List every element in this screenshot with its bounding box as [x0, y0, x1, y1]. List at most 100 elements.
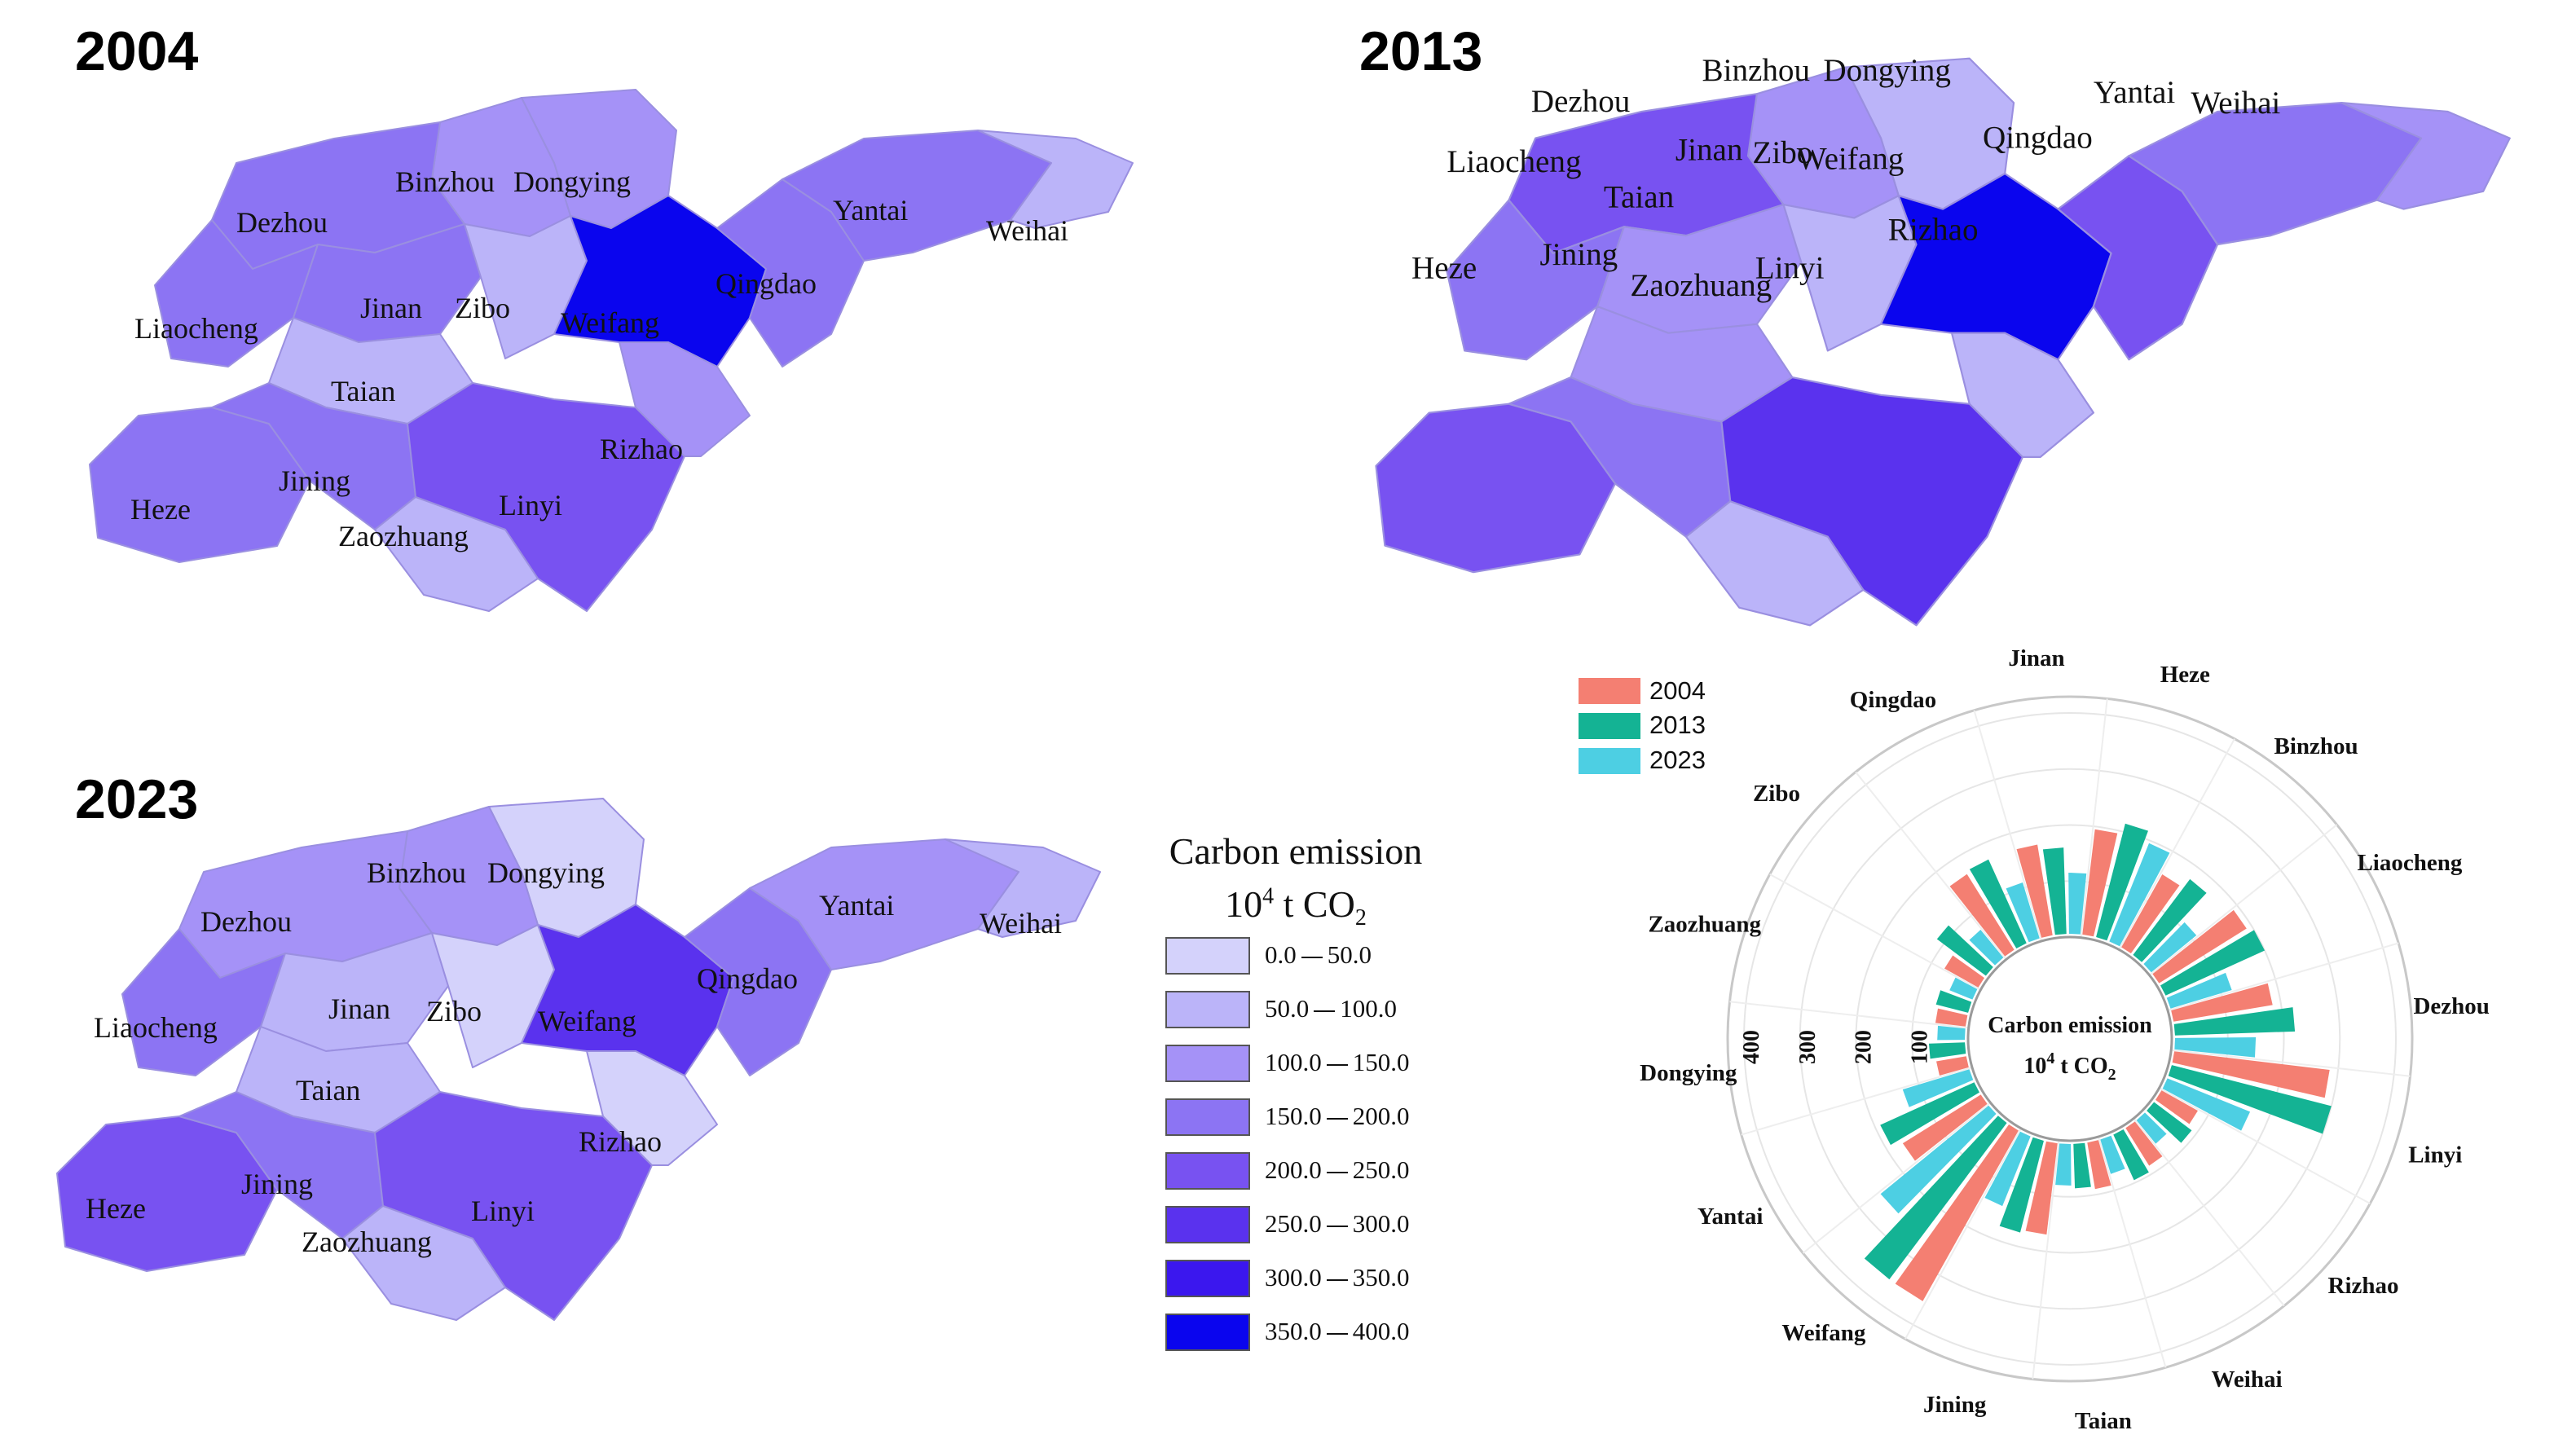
map-label-binzhou: Binzhou [1702, 53, 1810, 88]
radial-bar-weifang-2013 [1864, 1116, 2007, 1280]
radial-category-label: Dongying [1640, 1060, 1737, 1086]
radial-bar-qingdao-2004 [1949, 874, 2015, 957]
radial-bar-weihai-2004 [2125, 1121, 2163, 1166]
radial-bar-zibo-2013 [1936, 925, 1993, 976]
radial-spoke-7 [2167, 942, 2399, 1011]
radial-bar-taian-2023 [2055, 1143, 2072, 1186]
legend-range-5: 250.0 300.0 [1265, 1209, 1410, 1238]
radial-category-label: Yantai [1698, 1204, 1764, 1230]
radial-bar-binzhou-2004 [2121, 874, 2180, 953]
radial-spoke-5 [2118, 738, 2235, 950]
radial-category-label: Weihai [2212, 1366, 2283, 1393]
radial-bar-dezhou-2004 [2171, 983, 2273, 1022]
radial-spoke-2 [1855, 771, 2007, 961]
radial-bar-jinan-2004 [2016, 844, 2053, 938]
legend-range-4: 200.0 250.0 [1265, 1155, 1410, 1184]
radial-bar-linyi-2004 [2172, 1051, 2330, 1098]
map-label-dongying: Dongying [513, 165, 631, 198]
radial-spoke-3 [1973, 710, 2042, 942]
map-label-jining: Jining [279, 464, 350, 497]
map-label-weifang: Weifang [538, 1005, 636, 1037]
radial-legend-label-2004: 2004 [1649, 676, 1706, 705]
region-weihai [945, 838, 1101, 938]
radial-category-label: Weifang [1781, 1320, 1866, 1346]
radial-category-label: Zaozhuang [1648, 912, 1761, 938]
radial-bar-binzhou-2023 [2143, 922, 2197, 973]
radial-bar-rizhao-2013 [2147, 1102, 2192, 1143]
radial-bar-zaozhuang-2004 [1935, 1008, 1968, 1027]
map-label-rizhao: Rizhao [1888, 213, 1979, 248]
map-label-taian: Taian [296, 1074, 360, 1107]
map-label-dezhou: Dezhou [200, 905, 292, 938]
map-label-linyi: Linyi [471, 1195, 535, 1227]
radial-inner-circle [1966, 935, 2173, 1142]
radial-bar-jining-2023 [1984, 1131, 2031, 1207]
legend-swatch-6 [1165, 1260, 1250, 1297]
map-label-heze: Heze [86, 1192, 146, 1225]
map-label-jining: Jining [241, 1168, 313, 1200]
map-label-dezhou: Dezhou [1531, 84, 1631, 119]
radial-spoke-9 [2159, 1087, 2371, 1204]
map-label-yantai: Yantai [819, 889, 894, 922]
legend-range-6: 300.0 350.0 [1265, 1263, 1410, 1292]
region-zaozhuang [374, 496, 539, 612]
radial-bar-heze-2013 [2096, 823, 2148, 941]
legend-swatch-4 [1165, 1152, 1250, 1190]
radial-bar-dongying-2004 [1936, 1056, 1969, 1076]
radial-bar-yantai-2013 [1880, 1082, 1979, 1146]
map-label-rizhao: Rizhao [600, 433, 683, 465]
radial-legend-label-2023: 2023 [1649, 746, 1706, 774]
radial-bar-rizhao-2023 [2136, 1112, 2167, 1144]
region-weifang [553, 195, 767, 367]
radial-category-label: Dezhou [2413, 993, 2489, 1019]
map-label-liaocheng: Liaocheng [1447, 144, 1581, 179]
region-rizhao [1950, 332, 2094, 458]
map-label-rizhao: Rizhao [579, 1125, 662, 1158]
region-rizhao [619, 341, 751, 457]
map-label-linyi: Linyi [1755, 250, 1825, 285]
radial-spoke-14 [1802, 1102, 1992, 1254]
radial-bar-zibo-2004 [1944, 955, 1984, 988]
map-label-zibo: Zibo [1752, 135, 1812, 170]
legend-range-3: 150.0 200.0 [1265, 1102, 1410, 1130]
map-label-dongying: Dongying [487, 856, 605, 889]
map-label-heze: Heze [130, 493, 191, 526]
radial-category-label: Zibo [1753, 781, 1800, 807]
map-label-binzhou: Binzhou [367, 856, 466, 889]
radial-tick-label-1: 200 [1852, 1030, 1877, 1064]
radial-bar-qingdao-2013 [1969, 859, 2027, 948]
radial-bar-weifang-2023 [1880, 1105, 1997, 1214]
radial-grid-ring-3 [1743, 712, 2397, 1366]
radial-category-label: Heze [2160, 662, 2210, 688]
radial-bar-taian-2013 [2073, 1142, 2091, 1189]
legend-swatch-5 [1165, 1206, 1250, 1243]
map-label-weihai: Weihai [980, 907, 1062, 940]
legend-swatch-2 [1165, 1045, 1250, 1082]
radial-spoke-8 [2171, 1049, 2411, 1077]
radial-bar-liaocheng-2004 [2152, 909, 2247, 984]
map-label-taian: Taian [331, 375, 395, 407]
radial-tick-label-0: 100 [1907, 1030, 1932, 1064]
radial-category-label: Jinan [2008, 645, 2064, 671]
map-label-weihai: Weihai [986, 214, 1068, 247]
radial-bar-jinan-2023 [2068, 872, 2087, 935]
region-weifang [1879, 172, 2112, 361]
map-label-jinan: Jinan [328, 992, 390, 1025]
radial-grid-ring-1 [1855, 824, 2285, 1254]
region-weihai [977, 130, 1134, 229]
radial-bar-qingdao-2023 [2006, 882, 2040, 943]
map-label-zibo: Zibo [455, 292, 510, 324]
legend-title-line1: Carbon emission [1169, 830, 1423, 872]
radial-bar-liaocheng-2023 [2166, 972, 2232, 1009]
radial-legend-label-2013: 2013 [1649, 711, 1706, 739]
radial-bar-zibo-2023 [1969, 930, 2004, 966]
map-label-zaozhuang: Zaozhuang [1630, 268, 1772, 303]
radial-bar-weihai-2013 [2113, 1129, 2149, 1181]
map-label-dongying: Dongying [1823, 53, 1951, 88]
radial-legend-swatch-2004 [1579, 678, 1640, 704]
legend-swatch-0 [1165, 937, 1250, 975]
choropleth-map-2013: Dongying Binzhou Dezhou Liaocheng Jinan … [1375, 53, 2511, 627]
radial-spoke-4 [2080, 698, 2108, 938]
radial-bar-dezhou-2013 [2173, 1007, 2296, 1036]
region-zaozhuang [1684, 500, 1865, 627]
